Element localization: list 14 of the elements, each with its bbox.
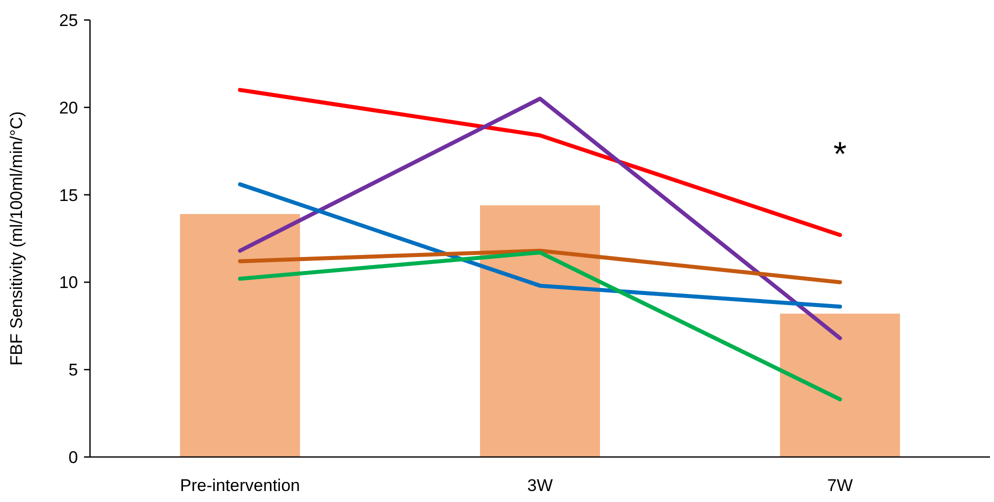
bar [480,205,600,457]
bar [180,214,300,457]
y-tick-label: 20 [59,98,78,118]
y-tick-label: 25 [59,10,78,30]
y-tick-label: 5 [68,360,78,380]
x-tick-label: 7W [827,476,853,495]
y-tick-label: 10 [59,273,78,292]
x-tick-label: 3W [527,476,553,495]
y-tick-label: 0 [68,448,78,467]
y-axis-title: FBF Sensitivity (ml/100ml/min/°C) [7,111,26,366]
annotation: * [833,136,847,174]
x-tick-label: Pre-intervention [180,476,300,495]
bar [780,314,900,457]
y-tick-label: 15 [59,186,78,205]
